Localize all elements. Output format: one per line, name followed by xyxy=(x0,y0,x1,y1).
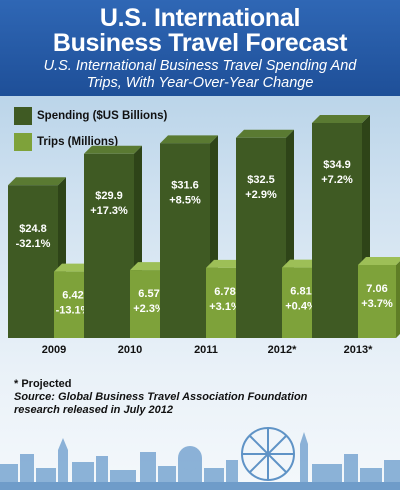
legend-item-spending: Spending ($US Billions) xyxy=(14,107,167,125)
bar-spending-2011-top xyxy=(160,135,218,144)
x-tick-label-2011: 2011 xyxy=(194,344,218,356)
bar-spending-2009-top xyxy=(8,177,66,186)
change-label-spending-2012: +2.9% xyxy=(245,189,277,201)
change-label-spending-2010: +17.3% xyxy=(90,205,128,217)
bar-spending-2010 xyxy=(84,153,134,338)
change-label-spending-2013: +7.2% xyxy=(321,174,353,186)
chart-subtitle: U.S. International Business Travel Spend… xyxy=(43,58,357,91)
city-skyline-illustration xyxy=(0,427,400,490)
x-tick-label-2009: 2009 xyxy=(42,344,66,356)
bar-spending-2012-top xyxy=(236,129,294,138)
x-tick-label-2012: 2012* xyxy=(268,344,297,356)
bar-spending-2011 xyxy=(160,143,210,338)
legend-swatch-trips xyxy=(14,133,32,151)
data-label-spending-2011: $31.6 xyxy=(171,179,199,191)
bar-trips-2013-side xyxy=(396,261,400,338)
legend-item-trips: Trips (Millions) xyxy=(14,133,118,151)
data-label-spending-2012: $32.5 xyxy=(247,174,275,186)
bar-spending-2013-top xyxy=(312,115,370,123)
bar-spending-2013 xyxy=(312,123,362,338)
change-label-spending-2011: +8.5% xyxy=(169,194,201,206)
bar-trips-2013-top xyxy=(358,257,400,265)
data-label-spending-2010: $29.9 xyxy=(95,190,123,202)
change-label-trips-2010: +2.3% xyxy=(133,303,165,315)
footnote: * Projected Source: Global Business Trav… xyxy=(14,378,314,417)
data-label-trips-2010: 6.57 xyxy=(138,288,159,300)
bar-spending-2009 xyxy=(8,185,58,338)
projected-note: * Projected xyxy=(14,378,72,390)
x-tick-label-2013: 2013* xyxy=(344,344,373,356)
data-label-trips-2012: 6.81 xyxy=(290,286,311,298)
source-note: Source: Global Business Travel Associati… xyxy=(14,391,308,416)
legend-swatch-spending xyxy=(14,107,32,125)
change-label-trips-2011: +3.1% xyxy=(209,301,241,313)
header-banner: U.S. International Business Travel Forec… xyxy=(0,0,400,96)
data-label-spending-2013: $34.9 xyxy=(323,159,351,171)
legend-label-trips: Trips (Millions) xyxy=(37,136,119,148)
change-label-trips-2009: -13.1% xyxy=(56,305,91,317)
bar-spending-2010-top xyxy=(84,145,142,154)
chart-title: U.S. International Business Travel Forec… xyxy=(52,4,348,57)
change-label-trips-2013: +3.7% xyxy=(361,298,393,310)
bar-spending-2012 xyxy=(236,137,286,338)
data-label-trips-2009: 6.42 xyxy=(62,290,83,302)
change-label-spending-2009: -32.1% xyxy=(16,238,51,250)
x-tick-label-2010: 2010 xyxy=(118,344,142,356)
bar-trips-2013 xyxy=(358,265,396,338)
data-label-trips-2013: 7.06 xyxy=(366,283,387,295)
change-label-trips-2012: +0.4% xyxy=(285,301,317,313)
data-label-spending-2009: $24.8 xyxy=(19,223,47,235)
legend-label-spending: Spending ($US Billions) xyxy=(37,110,168,122)
data-label-trips-2011: 6.78 xyxy=(214,286,235,298)
